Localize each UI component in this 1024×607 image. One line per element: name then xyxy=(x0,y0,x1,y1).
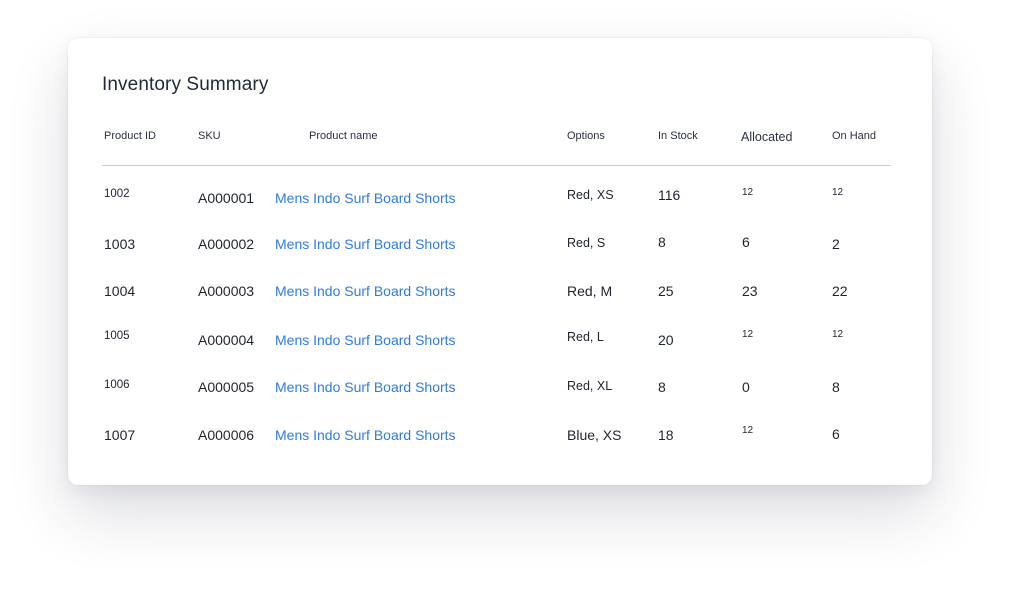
options-cell: Red, S xyxy=(567,236,606,250)
column-header-allocated: Allocated xyxy=(741,130,793,144)
product-name-link[interactable]: Mens Indo Surf Board Shorts xyxy=(275,190,456,206)
allocated-cell: 12 xyxy=(742,329,754,340)
allocated-cell: 12 xyxy=(742,425,754,436)
sku-cell: A000004 xyxy=(198,332,255,348)
column-header-on-hand: On Hand xyxy=(832,130,877,142)
options-cell: Red, M xyxy=(567,283,613,299)
allocated-cell: 12 xyxy=(742,187,754,198)
in-stock-cell: 20 xyxy=(658,332,674,348)
product-name-link[interactable]: Mens Indo Surf Board Shorts xyxy=(275,427,456,443)
page-title: Inventory Summary xyxy=(102,74,269,95)
on-hand-cell: 12 xyxy=(832,187,844,198)
options-cell: Red, XS xyxy=(567,188,614,202)
on-hand-cell: 2 xyxy=(832,236,840,252)
product-id-cell: 1004 xyxy=(104,283,136,299)
column-header-options: Options xyxy=(567,130,605,142)
column-header-in-stock: In Stock xyxy=(658,130,698,142)
sku-cell: A000005 xyxy=(198,379,255,395)
product-id-cell: 1007 xyxy=(104,427,136,443)
sku-cell: A000006 xyxy=(198,427,255,443)
product-name-link[interactable]: Mens Indo Surf Board Shorts xyxy=(275,379,456,395)
in-stock-cell: 8 xyxy=(658,234,666,250)
product-id-cell: 1005 xyxy=(104,330,130,342)
product-id-cell: 1002 xyxy=(104,188,130,200)
options-cell: Blue, XS xyxy=(567,427,622,443)
inventory-summary-card: Inventory Summary Product ID SKU Product… xyxy=(68,38,932,485)
allocated-cell: 23 xyxy=(742,283,758,299)
sku-cell: A000003 xyxy=(198,283,255,299)
on-hand-cell: 6 xyxy=(832,426,840,442)
on-hand-cell: 22 xyxy=(832,283,848,299)
in-stock-cell: 8 xyxy=(658,379,666,395)
in-stock-cell: 18 xyxy=(658,427,674,443)
column-header-product-name: Product name xyxy=(309,130,378,142)
in-stock-cell: 25 xyxy=(658,283,674,299)
options-cell: Red, XL xyxy=(567,379,613,393)
product-name-link[interactable]: Mens Indo Surf Board Shorts xyxy=(275,332,456,348)
in-stock-cell: 116 xyxy=(658,187,681,203)
on-hand-cell: 12 xyxy=(832,329,844,340)
on-hand-cell: 8 xyxy=(832,379,840,395)
product-id-cell: 1006 xyxy=(104,379,130,391)
column-header-sku: SKU xyxy=(198,130,221,142)
allocated-cell: 0 xyxy=(742,379,750,395)
column-header-product-id: Product ID xyxy=(104,130,156,142)
product-id-cell: 1003 xyxy=(104,236,136,252)
options-cell: Red, L xyxy=(567,330,604,344)
sku-cell: A000001 xyxy=(198,190,255,206)
sku-cell: A000002 xyxy=(198,236,255,252)
product-name-link[interactable]: Mens Indo Surf Board Shorts xyxy=(275,236,456,252)
product-name-link[interactable]: Mens Indo Surf Board Shorts xyxy=(275,283,456,299)
header-divider xyxy=(102,165,891,166)
allocated-cell: 6 xyxy=(742,234,750,250)
